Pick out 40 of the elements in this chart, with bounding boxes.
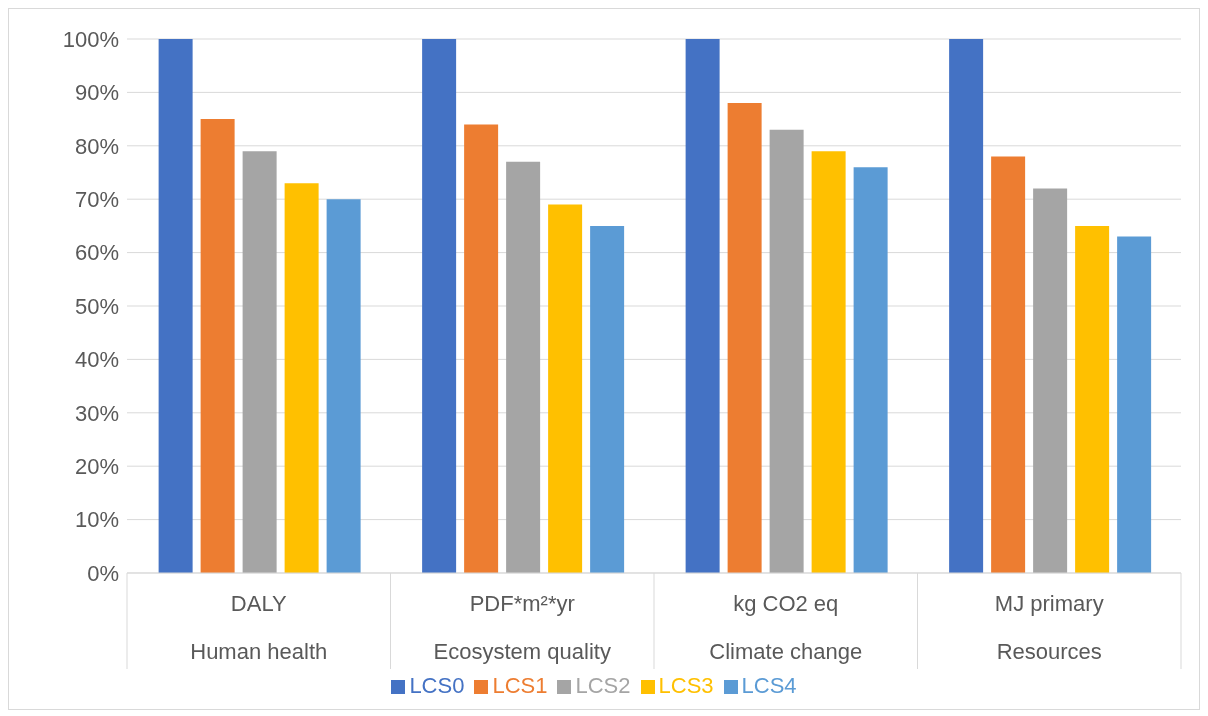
- bar: [727, 103, 762, 573]
- y-tick-label: 50%: [74, 293, 119, 319]
- bar: [1033, 188, 1068, 573]
- bar: [991, 156, 1026, 573]
- bar: [811, 151, 846, 573]
- y-tick-label: 60%: [74, 240, 119, 266]
- y-tick-label: 20%: [74, 454, 119, 480]
- x-tick-label: MJ primary Resources: [994, 591, 1104, 664]
- bar: [1075, 225, 1110, 573]
- legend-label: LCS3: [658, 673, 714, 698]
- bar: [326, 199, 361, 573]
- x-tick-label: DALY Human health: [190, 591, 328, 664]
- legend-label: LCS4: [741, 673, 797, 698]
- y-tick-label: 100%: [62, 26, 119, 52]
- legend-label: LCS2: [575, 673, 631, 698]
- x-tick-label: kg CO2 eq Climate change: [709, 591, 863, 664]
- bar: [548, 204, 583, 573]
- y-tick-label: 10%: [74, 507, 119, 533]
- bar: [685, 39, 720, 573]
- bar: [200, 119, 235, 573]
- y-tick-label: 80%: [74, 133, 119, 159]
- y-tick-label: 70%: [74, 187, 119, 213]
- bar: [769, 129, 804, 573]
- y-tick-label: 0%: [87, 560, 119, 586]
- y-tick-label: 90%: [74, 80, 119, 106]
- y-tick-label: 40%: [74, 347, 119, 373]
- bar: [949, 39, 984, 573]
- legend-label: LCS0: [409, 673, 465, 698]
- x-tick-label: PDF*m²*yr Ecosystem quality: [433, 591, 611, 664]
- bar: [158, 39, 193, 573]
- bar: [1117, 236, 1152, 573]
- bar: [506, 161, 541, 573]
- bar: [422, 39, 457, 573]
- bar: [853, 167, 888, 573]
- bar: [284, 183, 319, 573]
- bar: [464, 124, 499, 573]
- bar: [590, 225, 625, 573]
- y-tick-label: 30%: [74, 400, 119, 426]
- legend-label: LCS1: [492, 673, 548, 698]
- bar: [242, 151, 277, 573]
